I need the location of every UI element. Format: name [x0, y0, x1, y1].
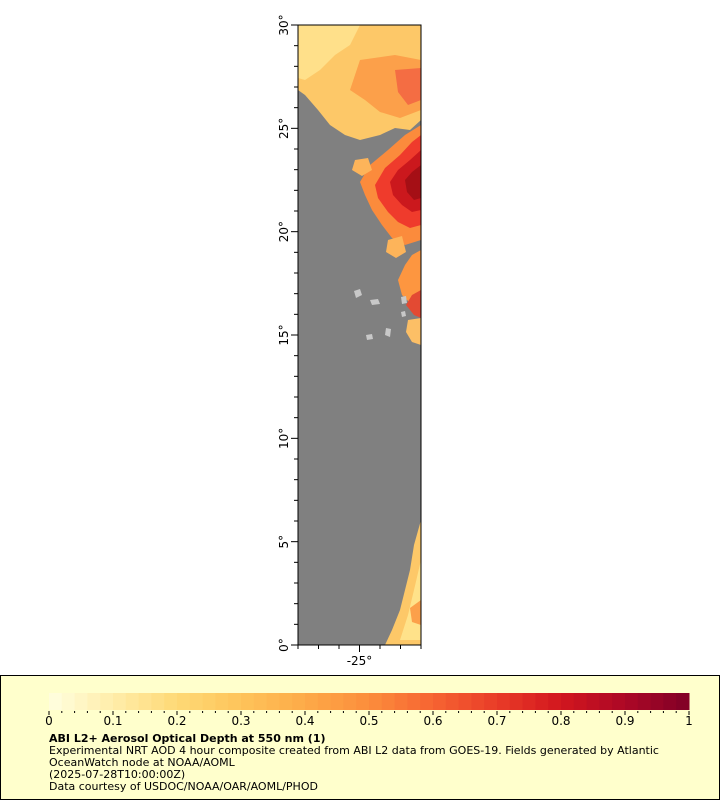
- colorbar-cell: [381, 693, 396, 710]
- legend-panel: 0 0.1 0.2 0.3 0.4 0.5 0.6 0.7 0.8 0.9 1 ABI L2+ Ae…: [0, 675, 720, 800]
- colorbar-cell: [215, 693, 229, 710]
- colorbar-cell: [458, 693, 472, 710]
- colorbar-cell: [625, 693, 639, 710]
- lat-tick-label: 10°: [277, 428, 291, 449]
- colorbar-label: 0.5: [359, 714, 378, 726]
- colorbar-cell: [356, 693, 370, 710]
- island-2: [370, 299, 380, 305]
- colorbar-cell: [471, 693, 485, 710]
- colorbar-cell: [420, 693, 434, 710]
- aod-cell-b: [386, 236, 406, 258]
- map-figure: 30° 25° 20° 15° 10° 5° 0° -25°: [277, 14, 422, 668]
- colorbar-cell: [535, 693, 549, 710]
- colorbar-cell: [573, 693, 588, 710]
- colorbar-cell: [522, 693, 536, 710]
- colorbar-cell: [87, 693, 101, 710]
- aod-plume-tail-red: [406, 290, 421, 318]
- colorbar-cell: [343, 693, 357, 710]
- colorbar-cell: [407, 693, 421, 710]
- colorbar-cell: [266, 693, 280, 710]
- lon-tick-label: -25°: [347, 654, 373, 668]
- lat-tick-label: 20°: [277, 221, 291, 242]
- colorbar: 0 0.1 0.2 0.3 0.4 0.5 0.6 0.7 0.8 0.9 1: [45, 693, 693, 726]
- legend-credit: Data courtesy of USDOC/NOAA/OAR/AOML/PHO…: [49, 780, 318, 793]
- lat-tick-label: 5°: [277, 535, 291, 549]
- colorbar-label: 0.2: [167, 714, 186, 726]
- lat-tick-label: 25°: [277, 118, 291, 139]
- island-1: [354, 289, 362, 298]
- colorbar-label: 0.4: [295, 714, 314, 726]
- colorbar-cell: [394, 693, 408, 710]
- colorbar-cell: [548, 693, 562, 710]
- colorbar-cell: [138, 693, 152, 710]
- colorbar-cell: [279, 693, 293, 710]
- colorbar-cell: [74, 693, 88, 710]
- colorbar-label: 0: [45, 714, 53, 726]
- colorbar-label: 0.3: [231, 714, 250, 726]
- aod-field-north-edge: [395, 68, 421, 105]
- colorbar-cell: [253, 693, 268, 710]
- legend-date: (2025-07-28T10:00:00Z): [49, 768, 186, 781]
- colorbar-cell: [509, 693, 524, 710]
- island-6: [401, 311, 406, 317]
- legend-description: Experimental NRT AOD 4 hour composite cr…: [49, 744, 659, 769]
- colorbar-label: 0.9: [615, 714, 634, 726]
- colorbar-cell: [637, 693, 652, 710]
- aod-cell-a: [352, 158, 372, 176]
- colorbar-cell: [599, 693, 613, 710]
- colorbar-labels: 0 0.1 0.2 0.3 0.4 0.5 0.6 0.7 0.8 0.9 1: [45, 714, 693, 726]
- colorbar-cell: [445, 693, 460, 710]
- colorbar-cell: [433, 693, 447, 710]
- colorbar-cell: [586, 693, 600, 710]
- aod-field-south-edge: [410, 600, 421, 625]
- colorbar-cell: [241, 693, 255, 710]
- colorbar-cell: [164, 693, 178, 710]
- longitude-axis: -25°: [297, 645, 422, 668]
- colorbar-cell: [369, 693, 383, 710]
- colorbar-cell: [228, 693, 242, 710]
- colorbar-cell: [189, 693, 204, 710]
- colorbar-label: 0.1: [103, 714, 122, 726]
- island-3: [401, 296, 407, 304]
- aod-field-north-light: [298, 25, 360, 80]
- lat-tick-label: 30°: [277, 14, 291, 35]
- colorbar-cell: [663, 693, 677, 710]
- colorbar-ticks: [48, 711, 690, 715]
- colorbar-label: 0.7: [487, 714, 506, 726]
- colorbar-cell: [177, 693, 191, 710]
- colorbar-cell: [484, 693, 498, 710]
- colorbar-cells: [49, 693, 690, 710]
- colorbar-cell: [113, 693, 127, 710]
- legend-title: ABI L2+ Aerosol Optical Depth at 550 nm …: [49, 732, 326, 745]
- aod-cell-c: [406, 318, 421, 345]
- island-5: [366, 334, 373, 340]
- colorbar-cell: [317, 693, 332, 710]
- lat-tick-label: 0°: [277, 638, 291, 652]
- colorbar-cell: [125, 693, 140, 710]
- colorbar-cell: [676, 693, 690, 710]
- lat-tick-label: 15°: [277, 324, 291, 345]
- latitude-axis: 30° 25° 20° 15° 10° 5° 0°: [277, 14, 298, 652]
- colorbar-cell: [650, 693, 664, 710]
- colorbar-cell: [151, 693, 165, 710]
- colorbar-cell: [305, 693, 319, 710]
- colorbar-cell: [561, 693, 575, 710]
- colorbar-cell: [292, 693, 306, 710]
- colorbar-label: 1: [685, 714, 693, 726]
- colorbar-cell: [49, 693, 63, 710]
- island-4: [385, 328, 391, 337]
- colorbar-label: 0.6: [423, 714, 442, 726]
- map-area: [297, 24, 422, 646]
- colorbar-cell: [61, 693, 76, 710]
- colorbar-cell: [100, 693, 114, 710]
- colorbar-label: 0.8: [551, 714, 570, 726]
- colorbar-cell: [612, 693, 626, 710]
- colorbar-cell: [202, 693, 216, 710]
- colorbar-cell: [330, 693, 344, 710]
- aod-plume-max: [405, 165, 421, 200]
- colorbar-cell: [497, 693, 511, 710]
- aod-plume-tail: [398, 250, 421, 305]
